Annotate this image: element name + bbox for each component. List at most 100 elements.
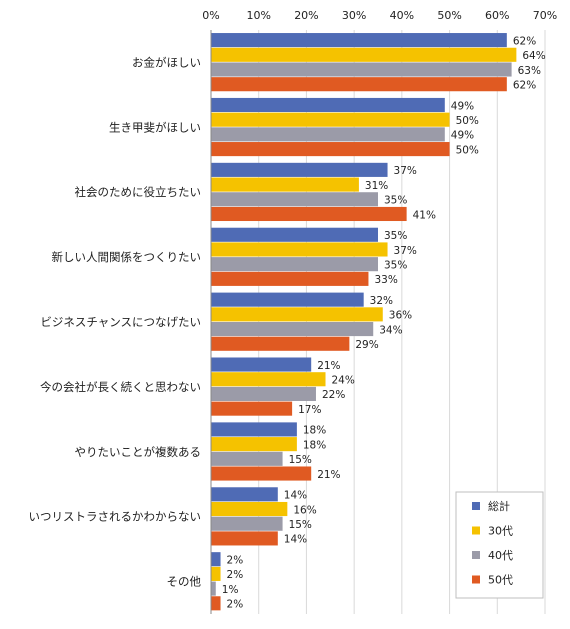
bar: [211, 596, 221, 611]
legend-swatch: [472, 575, 480, 584]
bar: [211, 62, 512, 77]
bar: [211, 581, 216, 596]
data-label: 21%: [317, 469, 340, 481]
data-label: 37%: [394, 245, 417, 257]
bar: [211, 292, 364, 307]
bar: [211, 451, 283, 466]
data-label: 2%: [227, 555, 244, 567]
x-tick-label: 70%: [533, 9, 557, 22]
data-labels: 62% 64% 63% 62% 49% 50% 49% 50% 37% 31% 35% 41% 35% 3…: [222, 35, 546, 610]
category-label: ビジネスチャンスにつなげたい: [40, 315, 201, 329]
data-label: 35%: [384, 230, 407, 242]
data-label: 63%: [518, 65, 541, 77]
bar: [211, 242, 388, 257]
category-label: その他: [167, 575, 202, 589]
data-label: 35%: [384, 259, 407, 271]
data-label: 34%: [379, 324, 402, 336]
bar: [211, 552, 221, 567]
data-label: 24%: [332, 375, 355, 387]
bar: [211, 127, 445, 142]
bars: [211, 33, 517, 611]
data-label: 2%: [227, 569, 244, 581]
bar: [211, 466, 312, 481]
legend-label: 30代: [488, 525, 513, 538]
x-tick-label: 20%: [294, 9, 318, 22]
data-label: 1%: [222, 584, 239, 596]
data-label: 62%: [513, 79, 536, 91]
data-label: 15%: [289, 519, 312, 531]
data-label: 33%: [374, 274, 397, 286]
bar: [211, 192, 378, 207]
x-axis-ticks: 0% 10% 20% 30% 40% 50% 60% 70%: [202, 9, 557, 22]
x-tick-label: 0%: [202, 9, 219, 22]
data-label: 21%: [317, 360, 340, 372]
data-label: 49%: [451, 130, 474, 142]
bar: [211, 206, 407, 222]
bar: [211, 501, 288, 517]
data-label: 35%: [384, 195, 407, 207]
category-label: やりたいことが複数ある: [75, 445, 202, 459]
bar: [211, 386, 316, 401]
data-label: 37%: [394, 165, 417, 177]
bar: [211, 531, 278, 546]
legend: 総計 30代 40代 50代: [455, 491, 544, 599]
data-label: 49%: [451, 100, 474, 112]
category-labels: お金がほしい生き甲斐がほしい社会のために役立ちたい新しい人間関係をつくりたいビジ…: [29, 55, 202, 588]
legend-label: 40代: [488, 549, 513, 562]
data-label: 31%: [365, 180, 388, 192]
x-tick-label: 10%: [246, 9, 270, 22]
data-label: 50%: [456, 115, 479, 127]
bar: [211, 97, 445, 113]
bar: [211, 227, 378, 242]
x-tick-label: 40%: [390, 9, 414, 22]
data-label: 41%: [413, 209, 436, 221]
data-label: 15%: [289, 454, 312, 466]
legend-label: 総計: [488, 499, 510, 513]
category-label: 新しい人間関係をつくりたい: [52, 250, 202, 264]
data-label: 18%: [303, 439, 326, 451]
category-label: お金がほしい: [132, 55, 201, 69]
legend-label: 50代: [488, 574, 513, 587]
bar: [211, 437, 297, 452]
bar: [211, 372, 326, 387]
bar: [211, 112, 450, 127]
x-tick-label: 30%: [342, 9, 366, 22]
bar: [211, 162, 388, 177]
category-label: 今の会社が長く続くと思わない: [40, 380, 201, 394]
category-label: 生き甲斐がほしい: [109, 120, 201, 134]
bar: [211, 401, 293, 416]
bar: [211, 566, 221, 581]
data-label: 2%: [227, 599, 244, 611]
x-tick-label: 50%: [437, 9, 461, 22]
legend-box: [455, 491, 544, 599]
bar: [211, 257, 378, 272]
data-label: 14%: [284, 490, 307, 502]
legend-swatch: [472, 551, 480, 559]
data-label: 18%: [303, 425, 326, 437]
x-tick-label: 60%: [485, 9, 509, 22]
data-label: 17%: [298, 404, 321, 416]
data-label: 64%: [522, 50, 545, 62]
data-label: 62%: [513, 35, 536, 47]
bar: [211, 422, 297, 437]
category-label: 社会のために役立ちたい: [75, 185, 202, 199]
bar: [211, 177, 359, 192]
bar: [211, 142, 450, 157]
legend-swatch: [472, 502, 480, 510]
data-label: 50%: [456, 144, 479, 156]
bar: [211, 271, 369, 286]
data-label: 14%: [284, 534, 307, 546]
bar: [211, 322, 374, 337]
bar: [211, 33, 507, 48]
category-label: いつリストラされるかわからない: [29, 510, 202, 524]
data-label: 32%: [370, 295, 393, 307]
legend-swatch: [472, 526, 480, 535]
bar: [211, 516, 283, 531]
bar: [211, 357, 312, 372]
bar: [211, 487, 278, 502]
data-label: 22%: [322, 389, 345, 401]
bar: [211, 77, 507, 92]
data-label: 36%: [389, 310, 412, 322]
